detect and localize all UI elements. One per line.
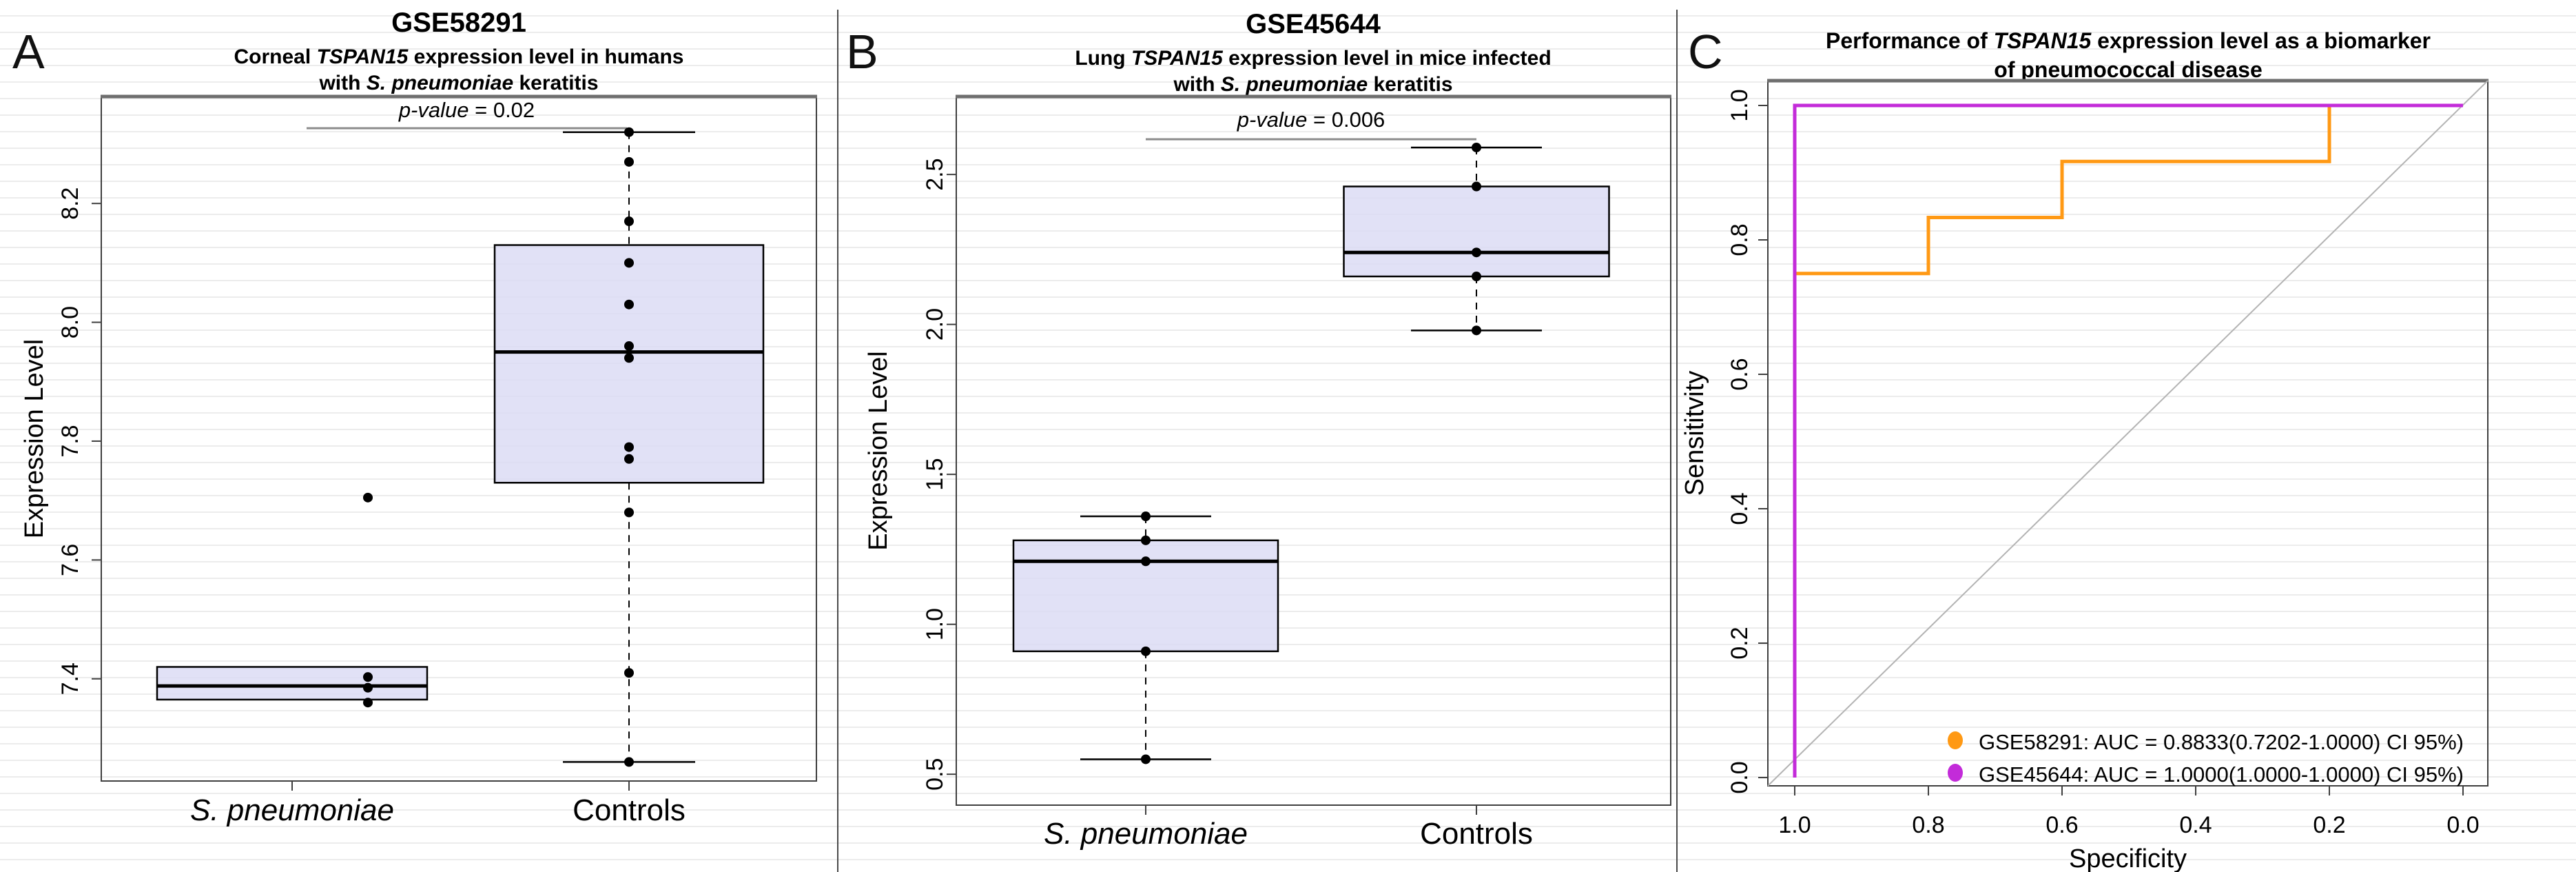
roc-curve-gse45644 [1793,103,2463,778]
y-tick-label: 1.5 [922,458,948,491]
boxplot-group-controls [1343,142,1610,815]
data-point [624,353,634,363]
y-tick-label: 0.0 [1727,761,1753,793]
data-point [624,258,634,268]
outlier-point [363,492,373,503]
legend-label: GSE45644: AUC = 1.0000(1.0000-1.0000) CI… [1979,762,2464,787]
x-tick-label: 0.0 [2446,812,2479,838]
x-tick-label: 0.2 [2313,812,2345,838]
category-label: S. pneumoniae [1044,817,1248,851]
y-tick-label: 0.6 [1727,358,1753,390]
x-tick-label: 0.4 [2179,812,2212,838]
y-axis-label: Expression Level [864,351,893,550]
data-point [1472,272,1481,282]
panel-c-letter: C [1688,25,1723,79]
panel-b-letter: B [846,25,878,79]
panel-title: GSE58291 [391,8,526,38]
panel-subtitle-line1: Corneal TSPAN15 expression level in huma… [234,45,683,68]
panel-title-line1: Performance of TSPAN15 expression level … [1826,28,2431,53]
data-point [1141,535,1151,545]
y-tick-label: 1.0 [922,608,948,640]
data-point [1472,247,1481,258]
y-axis-label: Expression Level [20,339,49,538]
data-point [363,672,373,682]
box [156,666,429,701]
data-point [363,682,373,693]
panel-divider-ab [837,10,838,872]
y-tick-label: 0.4 [1727,492,1753,525]
y-tick-label: 8.0 [57,306,83,338]
y-tick-label: 7.8 [57,425,83,457]
data-point [1141,646,1151,656]
x-axis-label: Specificity [2069,844,2187,872]
data-point [624,341,634,352]
y-tick-label: 7.4 [57,662,83,695]
y-tick-label: 1.0 [1727,89,1753,121]
boxplot-group-s-pneumoniae [156,492,429,791]
roc-curve-gse58291 [1795,103,2463,276]
legend-dot [1948,764,1963,782]
y-tick-label: 0.2 [1727,627,1753,659]
panel-divider-bc [1676,10,1678,872]
data-point [1141,754,1151,764]
boxplot-group-controls [493,127,765,791]
x-tick-label: 1.0 [1778,812,1811,838]
y-tick-label: 0.5 [922,758,948,791]
y-tick-label: 0.8 [1727,223,1753,256]
y-tick-label: 7.6 [57,544,83,576]
x-tick-label: 0.6 [2046,812,2078,838]
data-point [624,507,634,518]
data-point [363,698,373,708]
legend-item-1: GSE45644: AUC = 1.0000(1.0000-1.0000) CI… [1948,762,2464,787]
y-tick-label: 2.0 [922,308,948,341]
legend-label: GSE58291: AUC = 0.8833(0.7202-1.0000) CI… [1979,730,2464,754]
legend-item-0: GSE58291: AUC = 0.8833(0.7202-1.0000) CI… [1948,730,2464,754]
panel-a-boxplot: GSE58291 Corneal TSPAN15 expression level… [20,8,817,827]
data-point [1472,181,1481,192]
box [1343,185,1610,278]
y-tick-label: 8.2 [57,187,83,220]
category-label: Controls [1420,817,1533,851]
panel-title: GSE45644 [1246,9,1381,39]
panel-subtitle-line2: with S. pneumoniae keratitis [318,72,598,94]
panel-title-line2: of pneumococcal disease [1994,57,2262,82]
data-point [624,299,634,310]
panel-a-letter: A [12,25,45,79]
data-point [1472,325,1481,336]
data-point [624,127,634,137]
data-point [1141,511,1151,522]
legend-dot [1948,731,1963,749]
panel-subtitle-line2: with S. pneumoniae keratitis [1173,73,1452,96]
data-point [624,757,634,767]
data-point [624,156,634,167]
panel-c-roc: Performance of TSPAN15 expression level … [1680,28,2489,872]
panel-b-boxplot: GSE45644 Lung TSPAN15 expression level in… [864,9,1671,851]
boxplot-group-s-pneumoniae [1012,511,1279,815]
pvalue-text: p-value = 0.006 [1237,108,1385,132]
data-point [624,442,634,452]
data-point [624,216,634,227]
category-label: S. pneumoniae [190,793,394,827]
data-point [624,668,634,678]
x-tick-label: 0.8 [1912,812,1944,838]
data-point [1141,556,1151,567]
panel-subtitle-line1: Lung TSPAN15 expression level in mice in… [1075,47,1551,70]
y-tick-label: 2.5 [922,158,948,190]
pvalue-text: p-value = 0.02 [398,98,535,122]
y-axis-label: Sensititvity [1680,371,1709,496]
category-label: Controls [573,793,686,827]
data-point [1472,142,1481,152]
data-point [624,454,634,464]
chance-diagonal-line [1767,80,2489,787]
